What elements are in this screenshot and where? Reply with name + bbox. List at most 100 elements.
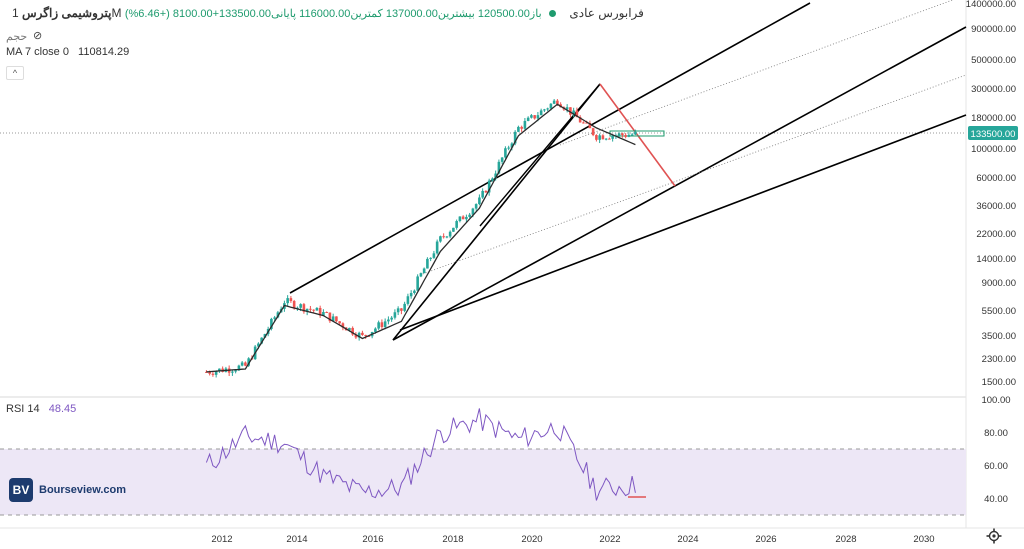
candle-body: [520, 126, 523, 129]
ma-line: [206, 103, 636, 373]
rsi-line: [205, 408, 636, 501]
channel-lower-line: [399, 114, 967, 331]
candle-body: [543, 109, 546, 111]
collapse-legend-button[interactable]: ^: [6, 66, 24, 80]
time-tick-label: 2012: [211, 534, 232, 545]
candle-body: [513, 131, 517, 144]
candle-body: [357, 332, 361, 338]
candle-body: [569, 107, 572, 115]
candle-body: [634, 131, 637, 135]
candle-body: [530, 115, 533, 118]
price-axis[interactable]: 1400000.00 900000.00 500000.00 300000.00 180…: [966, 0, 1016, 388]
price-tick-label: 9000.00: [982, 278, 1016, 289]
candle-body: [377, 322, 380, 329]
candle-body: [374, 328, 377, 332]
candle-body: [247, 358, 250, 366]
candle-body: [474, 204, 478, 209]
rsi-label: RSI 14: [6, 403, 40, 415]
candle-body: [468, 214, 471, 217]
exchange-name: فرابورس عادی: [569, 6, 644, 20]
gear-icon[interactable]: [986, 528, 1002, 544]
price-tick-label: 5500.00: [982, 306, 1016, 317]
candle-body: [598, 135, 601, 140]
median-dotted-upper: [559, 0, 954, 146]
candle-body: [445, 236, 449, 238]
candle-body: [409, 292, 413, 297]
candle-body: [507, 147, 510, 149]
rsi-axis[interactable]: 100.00 80.00 60.00 40.00: [981, 395, 1010, 505]
candle-body: [575, 110, 579, 118]
candle-body: [461, 216, 465, 220]
candle-body: [533, 115, 536, 119]
channel-middle-line: [392, 26, 967, 341]
candle-body: [263, 334, 267, 338]
rsi-band: [0, 449, 966, 515]
candle-body: [305, 308, 309, 312]
candle-body: [500, 157, 504, 162]
symbol-name[interactable]: پتروشیمی زاگرس: [22, 6, 112, 20]
watermark-logo: BV: [9, 478, 33, 502]
candle-body: [549, 103, 553, 109]
candle-body: [403, 303, 406, 311]
candle-body: [627, 134, 631, 137]
watermark: BV Bourseview.com: [9, 478, 126, 502]
candle-body: [621, 133, 624, 136]
candle-body: [341, 323, 345, 328]
candle-body: [292, 300, 296, 309]
price-tick-label: 180000.00: [971, 113, 1016, 124]
candle-body: [419, 273, 423, 277]
candle-body: [611, 135, 614, 139]
candle-body: [387, 319, 390, 322]
ma-label: MA 7 close 0: [6, 46, 69, 58]
candle-body: [416, 276, 419, 291]
candle-body: [471, 208, 475, 215]
candle-body: [552, 100, 556, 104]
time-tick-label: 2026: [755, 534, 776, 545]
candle-body: [318, 307, 322, 316]
candle-body: [367, 335, 371, 337]
candle-body: [335, 316, 338, 322]
candle-body: [309, 308, 312, 310]
candle-body: [556, 100, 559, 105]
candle-body: [328, 312, 332, 322]
volume-label: حجم: [6, 31, 28, 43]
candle-body: [442, 236, 445, 238]
ohlc-values: باز120500.00 بیشترین137000.00 کمترین1160…: [124, 8, 542, 20]
eye-hidden-icon[interactable]: ⊘: [33, 30, 43, 42]
candle-body: [497, 161, 501, 174]
timeframe[interactable]: 1M: [12, 6, 122, 20]
candle-body: [517, 126, 520, 132]
time-tick-label: 2014: [286, 534, 307, 545]
price-tick-label: 1400000.00: [966, 0, 1016, 10]
candle-body: [351, 327, 354, 335]
candle-body: [429, 257, 432, 259]
candle-body: [494, 173, 497, 179]
market-status-icon: [549, 10, 556, 18]
time-tick-label: 2018: [442, 534, 463, 545]
candle-body: [406, 296, 410, 304]
candle-body: [523, 120, 527, 129]
rsi-legend[interactable]: RSI 14 48.45: [6, 403, 76, 415]
last-price-tag-label: 133500.00: [971, 129, 1016, 140]
price-tick-label: 14000.00: [976, 254, 1016, 265]
candle-body: [361, 332, 364, 335]
candle-body: [396, 308, 400, 313]
candle-body: [338, 321, 341, 324]
candle-body: [578, 117, 582, 123]
channel-upper-line: [289, 2, 811, 294]
candle-body: [458, 216, 462, 222]
candle-body: [572, 110, 575, 115]
candle-body: [325, 311, 328, 313]
ma-legend[interactable]: MA 7 close 0 110814.29: [6, 46, 129, 58]
candle-body: [413, 290, 416, 293]
candle-body: [536, 115, 540, 119]
candle-body: [218, 368, 221, 372]
channel-ref: [290, 84, 600, 293]
volume-legend[interactable]: حجم: [6, 30, 27, 43]
price-tick-label: 100000.00: [971, 144, 1016, 155]
time-axis[interactable]: 2012 2014 2016 2018 2020 2022 2024 2026 2028 2030: [211, 534, 934, 545]
price-tick-label: 300000.00: [971, 84, 1016, 95]
candle-body: [422, 268, 426, 274]
candle-body: [214, 371, 218, 375]
